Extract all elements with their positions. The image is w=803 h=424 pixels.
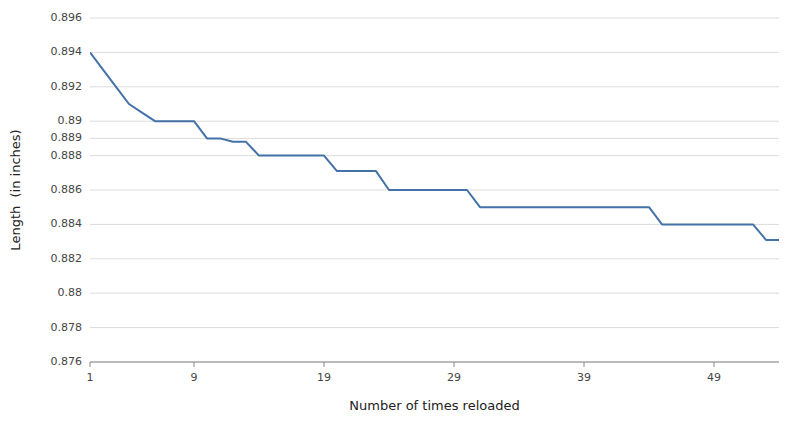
y-tick-label: 0.878: [51, 321, 83, 334]
x-tick: [90, 362, 91, 367]
data-line: [90, 52, 779, 239]
grid-line: [90, 362, 779, 363]
grid-line: [90, 52, 779, 53]
y-axis-title: Length (in inches): [8, 129, 23, 250]
x-tick-label: 19: [317, 371, 331, 384]
y-tick-label: 0.89: [58, 114, 83, 127]
grid-line: [90, 293, 779, 294]
y-tick-label: 0.88: [58, 286, 83, 299]
y-tick-label: 0.884: [51, 217, 83, 230]
y-tick-label: 0.892: [51, 80, 83, 93]
y-tick-label: 0.876: [51, 355, 83, 368]
x-tick-label: 39: [577, 371, 591, 384]
y-tick-label: 0.886: [51, 183, 83, 196]
grid-line: [90, 327, 779, 328]
x-tick-label: 1: [87, 371, 94, 384]
grid-line: [90, 138, 779, 139]
y-tick-label: 0.889: [51, 131, 83, 144]
grid-line: [90, 18, 779, 19]
x-axis: 1919293949: [87, 362, 780, 384]
grid-line: [90, 86, 779, 87]
chart: 0.876 0.878 0.88 0.882 0.884 0.886 0.888 0.889 0…: [0, 0, 803, 424]
y-axis: 0.876 0.878 0.88 0.882 0.884 0.886 0.888 0.889 0…: [51, 11, 780, 368]
y-tick-label: 0.894: [51, 45, 83, 58]
y-tick-label: 0.888: [51, 149, 83, 162]
x-axis-title: Number of times reloaded: [349, 398, 519, 413]
x-tick: [714, 362, 715, 367]
x-tick-label: 29: [447, 371, 461, 384]
x-tick-label: 49: [707, 371, 721, 384]
x-axis-line: [90, 362, 779, 363]
y-tick-label: 0.882: [51, 252, 83, 265]
y-tick-label: 0.896: [51, 11, 83, 24]
x-tick: [454, 362, 455, 367]
x-tick: [584, 362, 585, 367]
x-tick: [324, 362, 325, 367]
plot-area: [90, 52, 779, 239]
grid-line: [90, 258, 779, 259]
grid-line: [90, 155, 779, 156]
x-tick-label: 9: [191, 371, 198, 384]
x-tick: [194, 362, 195, 367]
